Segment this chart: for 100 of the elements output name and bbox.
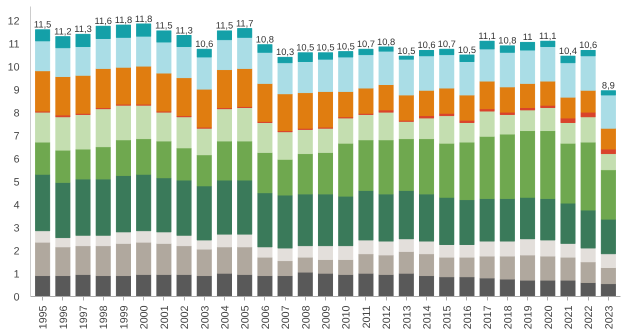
bar <box>176 35 192 48</box>
bar <box>237 274 252 296</box>
total-label: 10,5 <box>316 42 335 53</box>
bar <box>196 154 212 186</box>
bar <box>278 260 293 276</box>
bar <box>419 138 434 194</box>
bar <box>540 46 556 82</box>
bar <box>257 276 272 296</box>
x-tick-label: 2010 <box>340 305 353 330</box>
bar <box>196 56 212 90</box>
bar <box>419 118 434 140</box>
bar <box>156 72 172 112</box>
x-tick-label: 1997 <box>78 305 90 330</box>
bar <box>298 246 313 258</box>
bar <box>480 136 495 199</box>
bar <box>278 62 293 94</box>
total-label: 10,8 <box>377 36 396 47</box>
bar <box>419 50 434 56</box>
bar <box>216 140 232 181</box>
bar <box>398 59 414 96</box>
bar <box>500 45 515 53</box>
bar <box>156 42 172 74</box>
bar <box>96 178 111 236</box>
bar <box>378 84 394 110</box>
bar <box>500 86 515 113</box>
bar <box>35 70 50 112</box>
bar <box>338 56 354 92</box>
bar <box>520 50 536 84</box>
bar <box>419 90 434 116</box>
bar <box>298 92 313 129</box>
bar <box>338 259 354 275</box>
total-label: 10,7 <box>438 39 456 50</box>
bar <box>237 108 252 142</box>
bar <box>298 272 313 296</box>
bar <box>560 56 576 64</box>
bar <box>136 174 152 232</box>
bar <box>237 234 252 248</box>
bar <box>298 129 313 154</box>
bar <box>156 178 172 232</box>
bar <box>278 194 293 248</box>
bar <box>459 200 474 245</box>
x-tick-label: 2012 <box>381 305 394 330</box>
x-tick-label: 1999 <box>118 305 130 330</box>
bar <box>116 243 131 276</box>
bar <box>76 34 91 48</box>
bar <box>459 94 474 121</box>
x-tick-label: 2001 <box>158 305 171 330</box>
x-tick-label: 2019 <box>522 305 535 330</box>
bar <box>96 276 111 296</box>
bar <box>196 276 212 296</box>
bar <box>76 46 91 76</box>
bar <box>318 59 334 92</box>
bar <box>116 37 131 68</box>
bar <box>520 110 536 132</box>
bar <box>298 154 313 194</box>
bar <box>480 241 495 256</box>
bar <box>216 234 232 248</box>
bar <box>136 24 152 37</box>
bar <box>176 180 192 236</box>
bar <box>298 194 313 246</box>
bar <box>318 194 334 246</box>
bar <box>237 28 252 38</box>
bar <box>216 246 232 274</box>
bar <box>358 190 374 240</box>
y-tick-label: 11 <box>8 38 20 50</box>
y-tick-label: 9 <box>14 84 20 96</box>
bar <box>358 240 374 254</box>
bar <box>76 246 91 275</box>
bar <box>116 175 131 232</box>
bar <box>216 108 232 142</box>
bar <box>520 42 536 50</box>
bar <box>520 197 536 240</box>
bar <box>55 36 70 48</box>
total-label: 11,6 <box>94 16 112 26</box>
bar <box>338 196 354 246</box>
bar <box>540 81 556 106</box>
bar <box>55 76 70 116</box>
bar <box>76 148 91 180</box>
bar <box>580 112 596 118</box>
bar <box>560 62 576 98</box>
bar <box>358 88 374 114</box>
bar <box>96 68 111 108</box>
bar <box>196 249 212 276</box>
bar <box>35 230 50 243</box>
bar <box>76 274 91 296</box>
bar <box>580 142 596 210</box>
bar <box>338 118 354 144</box>
bar <box>278 276 293 296</box>
bar <box>560 280 576 296</box>
bar <box>35 276 50 296</box>
x-tick-label: 2013 <box>401 305 414 330</box>
bar <box>500 198 515 242</box>
bar <box>257 246 272 258</box>
bar <box>398 94 414 121</box>
bar <box>378 194 394 242</box>
bar <box>459 257 474 278</box>
bar <box>600 284 616 296</box>
bar <box>398 56 414 60</box>
bar <box>318 259 334 274</box>
bar <box>136 242 152 275</box>
